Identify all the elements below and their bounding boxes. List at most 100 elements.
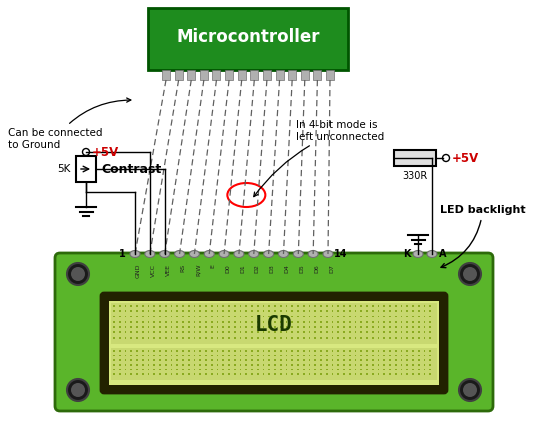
Bar (211, 360, 212, 361)
Bar (343, 331, 345, 333)
Bar (314, 326, 316, 328)
Bar (297, 331, 299, 333)
Bar (292, 331, 293, 333)
Bar (176, 360, 178, 361)
Bar (234, 310, 235, 312)
Bar (124, 369, 126, 370)
Bar (292, 316, 293, 317)
Bar (288, 70, 296, 80)
Bar (314, 305, 316, 307)
Bar (366, 310, 368, 312)
Bar (170, 310, 172, 312)
Bar (309, 373, 310, 375)
Bar (412, 369, 414, 370)
Bar (234, 331, 235, 333)
Bar (320, 326, 322, 328)
Bar (147, 337, 149, 338)
Bar (182, 373, 184, 375)
Bar (429, 310, 431, 312)
Bar (199, 355, 201, 357)
Bar (119, 364, 120, 366)
Bar (326, 310, 328, 312)
Bar (349, 373, 350, 375)
Bar (170, 364, 172, 366)
Circle shape (71, 267, 85, 281)
Bar (153, 337, 155, 338)
Bar (182, 360, 184, 361)
Bar (245, 310, 247, 312)
Bar (165, 337, 167, 338)
Bar (280, 337, 282, 338)
Bar (309, 310, 310, 312)
Bar (245, 355, 247, 357)
Bar (142, 305, 144, 307)
Bar (355, 305, 356, 307)
Bar (355, 331, 356, 333)
Bar (424, 305, 425, 307)
Text: D0: D0 (225, 264, 230, 273)
Bar (130, 364, 132, 366)
Bar (314, 321, 316, 322)
Bar (188, 373, 190, 375)
Bar (222, 364, 224, 366)
Bar (292, 310, 293, 312)
Bar (349, 360, 350, 361)
Bar (130, 326, 132, 328)
Bar (332, 364, 333, 366)
Ellipse shape (263, 250, 273, 258)
Bar (383, 305, 385, 307)
Bar (159, 373, 161, 375)
Bar (268, 337, 270, 338)
Bar (159, 364, 161, 366)
Bar (200, 70, 208, 80)
Bar (217, 350, 218, 352)
Bar (194, 355, 195, 357)
Bar (400, 305, 402, 307)
Bar (225, 70, 233, 80)
Bar (395, 305, 397, 307)
Text: LCD: LCD (255, 314, 293, 335)
Ellipse shape (308, 250, 318, 258)
Bar (194, 373, 195, 375)
Bar (274, 369, 276, 370)
Bar (147, 369, 149, 370)
Bar (251, 364, 253, 366)
Bar (377, 331, 379, 333)
Bar (153, 373, 155, 375)
Bar (297, 360, 299, 361)
Bar (205, 331, 207, 333)
Bar (424, 364, 425, 366)
Bar (395, 310, 397, 312)
Bar (280, 321, 282, 322)
Circle shape (67, 379, 89, 401)
Bar (372, 355, 373, 357)
Bar (130, 337, 132, 338)
Bar (418, 331, 420, 333)
Bar (349, 310, 350, 312)
Bar (257, 360, 258, 361)
Bar (194, 369, 195, 370)
Bar (159, 305, 161, 307)
Bar (355, 321, 356, 322)
Bar (147, 364, 149, 366)
Bar (343, 350, 345, 352)
Bar (418, 326, 420, 328)
Bar (383, 337, 385, 338)
Bar (147, 316, 149, 317)
Text: 14: 14 (334, 249, 348, 259)
Bar (228, 316, 230, 317)
Text: D4: D4 (284, 264, 289, 273)
Bar (262, 331, 265, 333)
Bar (170, 331, 172, 333)
Bar (309, 337, 310, 338)
Bar (239, 373, 241, 375)
Bar (389, 305, 391, 307)
Bar (429, 337, 431, 338)
Bar (239, 360, 241, 361)
Circle shape (463, 267, 477, 281)
Bar (429, 373, 431, 375)
Bar (162, 70, 170, 80)
Bar (377, 373, 379, 375)
Bar (285, 310, 287, 312)
Bar (326, 321, 328, 322)
